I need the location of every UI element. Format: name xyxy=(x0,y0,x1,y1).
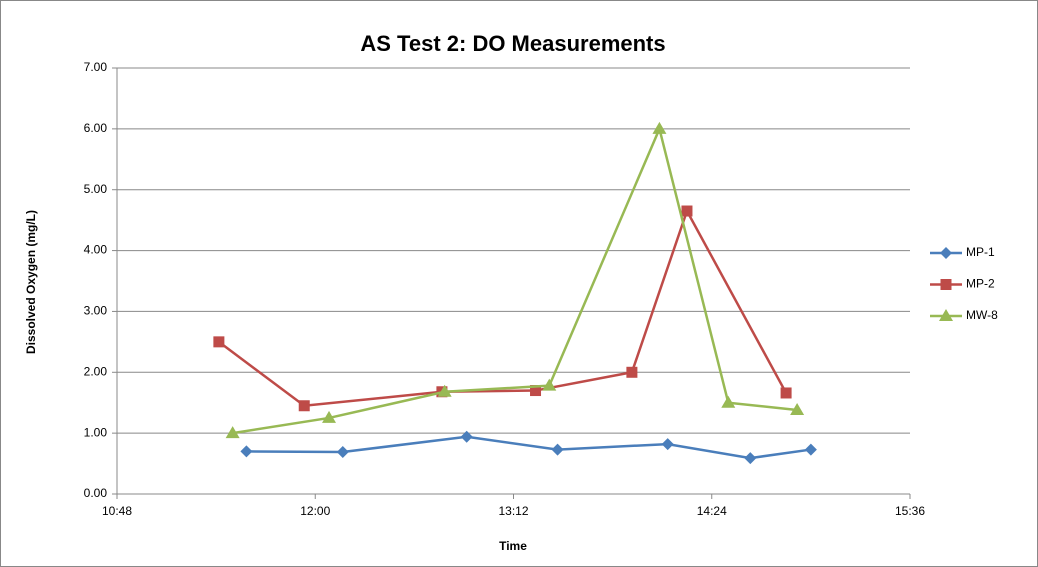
data-point xyxy=(790,403,805,416)
data-point xyxy=(652,121,667,134)
legend-label: MP-2 xyxy=(966,277,995,291)
legend-label: MW-8 xyxy=(966,308,998,322)
x-tick-label: 15:36 xyxy=(895,504,925,518)
y-tick-label: 1.00 xyxy=(84,425,108,439)
x-tick-label: 14:24 xyxy=(697,504,727,518)
data-point xyxy=(225,426,240,439)
data-point xyxy=(322,410,337,423)
y-tick-label: 7.00 xyxy=(84,60,108,74)
y-tick-label: 3.00 xyxy=(84,304,108,318)
y-tick-label: 0.00 xyxy=(84,486,108,500)
data-point xyxy=(661,438,674,451)
data-point xyxy=(721,395,736,408)
data-point xyxy=(626,366,638,378)
y-tick-label: 5.00 xyxy=(84,182,108,196)
legend-marker xyxy=(940,247,952,259)
data-point xyxy=(437,384,452,397)
y-tick-label: 4.00 xyxy=(84,243,108,257)
x-tick-label: 10:48 xyxy=(102,504,132,518)
x-axis-label: Time xyxy=(499,539,527,553)
chart-title: AS Test 2: DO Measurements xyxy=(360,31,665,56)
data-point xyxy=(551,443,564,456)
y-tick-label: 2.00 xyxy=(84,364,108,378)
y-tick-label: 6.00 xyxy=(84,121,108,135)
data-point xyxy=(530,385,542,397)
data-point xyxy=(336,446,349,459)
data-point xyxy=(460,430,473,443)
legend-label: MP-1 xyxy=(966,245,995,259)
data-point xyxy=(804,443,817,456)
x-tick-label: 12:00 xyxy=(300,504,330,518)
data-point xyxy=(213,336,225,348)
x-tick-label: 13:12 xyxy=(498,504,528,518)
data-point xyxy=(681,205,693,217)
y-axis-label: Dissolved Oxygen (mg/L) xyxy=(24,210,38,354)
legend-marker xyxy=(940,279,952,290)
legend-marker xyxy=(939,309,953,321)
data-point xyxy=(298,400,310,412)
data-point xyxy=(780,387,792,399)
data-point xyxy=(744,452,757,465)
data-point xyxy=(240,445,253,458)
data-point xyxy=(542,378,557,391)
